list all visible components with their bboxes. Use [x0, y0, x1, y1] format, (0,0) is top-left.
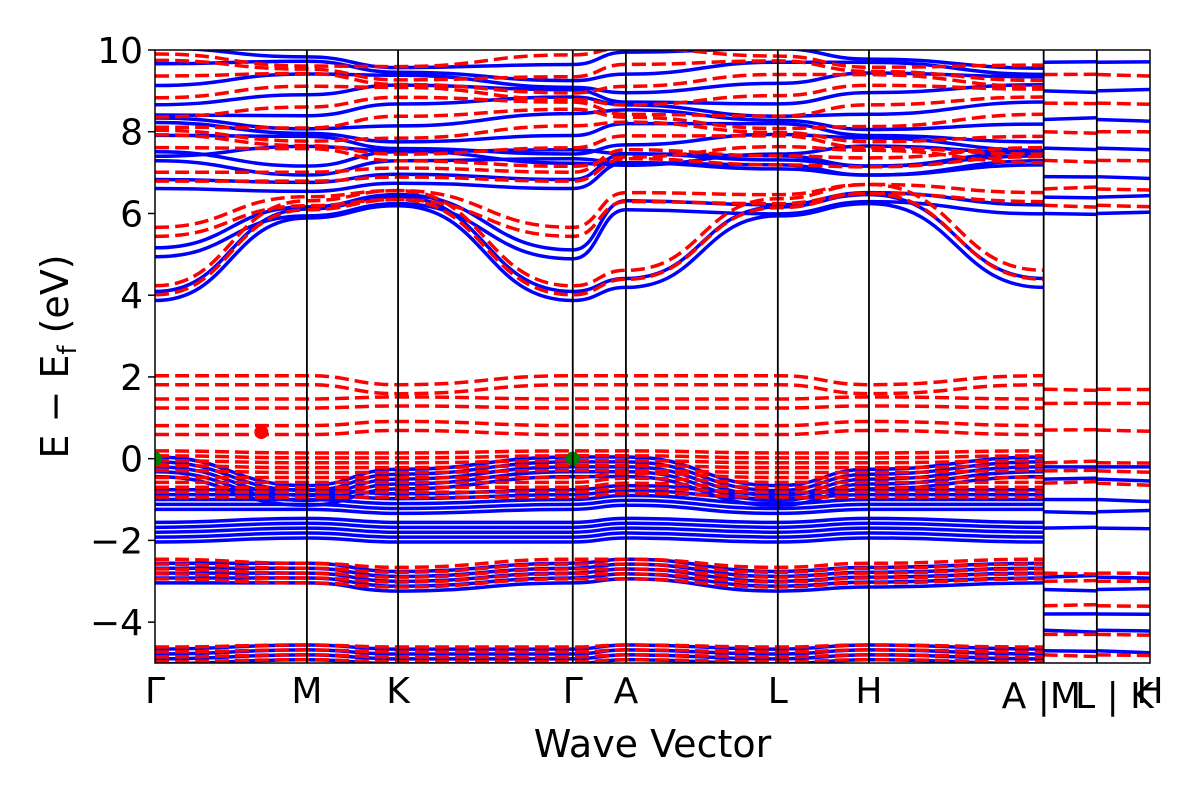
- x-tick-label: M: [291, 671, 322, 712]
- x-tick-label: L: [768, 671, 788, 712]
- spin-down-segment-band-line: [1097, 75, 1150, 77]
- spin-down-segment-band-line: [1044, 103, 1097, 104]
- spin-down-segment-band-line: [1044, 655, 1097, 657]
- spin-up-segment-band-line: [1097, 196, 1150, 197]
- spin-up-segment-band-line: [1044, 589, 1097, 590]
- x-axis: ΓMKΓALHA |ML | KH: [145, 671, 1164, 717]
- spin-down-segment-band-line: [1097, 471, 1150, 472]
- spin-down-segment-band-line: [1044, 573, 1097, 574]
- spin-down-segment-band-line: [1097, 655, 1150, 656]
- spin-down-gap2-line: [155, 406, 1044, 408]
- spin-up-segment-band-line: [1044, 197, 1097, 198]
- spin-down-segment-band-line: [1044, 389, 1097, 390]
- spin-up-segment-band-line: [1097, 89, 1150, 90]
- spin-up-segment-band-line: [1097, 479, 1150, 481]
- spin-up-segment-band-line: [1097, 577, 1150, 578]
- y-tick-label: 2: [120, 358, 143, 399]
- spin-down-segment-band-line: [1044, 605, 1097, 606]
- spin-down-gap2-line: [155, 397, 1044, 399]
- spin-up-segment-band-line: [1044, 478, 1097, 479]
- spin-down-gap1-line: [155, 385, 1044, 394]
- spin-up-segment-band-line: [1097, 651, 1150, 653]
- spin-up-segment-band-line: [1097, 528, 1150, 529]
- spin-up-vb2-line: [155, 505, 1044, 513]
- spin-up-segment-band-line: [1097, 500, 1150, 502]
- spin-down-segment-band-line: [1044, 132, 1097, 134]
- spin-down-segment-band-line: [1044, 482, 1097, 484]
- spin-down-segment-band-line: [1097, 634, 1150, 635]
- spin-up-segment-band-line: [1044, 118, 1097, 120]
- spin-up-vb5-line: [155, 665, 1044, 669]
- x-tick-label: K: [386, 671, 411, 712]
- y-tick-label: 6: [120, 194, 143, 235]
- x-tick-label: Γ: [145, 671, 165, 712]
- spin-down-segment-band-line: [1097, 205, 1150, 206]
- spin-up-segment-band-line: [1044, 91, 1097, 93]
- spin-up-segment-band-line: [1044, 630, 1097, 632]
- spin-up-vb3-line: [155, 538, 1044, 542]
- spin-down-vb4-line: [155, 665, 1044, 667]
- spin-up-segment-band-line: [1097, 589, 1150, 590]
- spin-up-segment-band-line: [1044, 213, 1097, 214]
- spin-down-segment-band-line: [1044, 187, 1097, 189]
- x-tick-label: Γ: [563, 671, 583, 712]
- spin-down-segment-band-line: [1044, 461, 1097, 463]
- spin-up-segment-band-line: [1097, 510, 1150, 511]
- spin-down-gap3-line: [155, 430, 1044, 434]
- spin-up-segment-band-line: [1097, 148, 1150, 150]
- spin-down-segment-band-line: [1044, 581, 1097, 582]
- spin-up-segment-band-line: [1097, 630, 1150, 631]
- y-tick-label: 0: [120, 440, 143, 481]
- x-tick-label: H: [855, 671, 882, 712]
- spin-down-vb1-line: [155, 451, 1044, 453]
- x-tick-label: A: [614, 671, 639, 712]
- spin-down-segment-band-line: [1044, 205, 1097, 207]
- spin-up-segment-band-line: [1044, 512, 1097, 513]
- spin-down-segment-band-line: [1097, 103, 1150, 104]
- y-tick-label: −4: [90, 603, 143, 644]
- spin-down-vb1-line: [155, 456, 1044, 458]
- y-axis-label: E − Ef (eV): [33, 254, 83, 458]
- plot-area: [148, 48, 1150, 669]
- spin-down-segment-band-line: [1097, 483, 1150, 485]
- spin-up-segment-band-line: [1097, 119, 1150, 121]
- y-axis: −4 −2 0 2 4 6 8 10: [90, 31, 155, 644]
- y-axis-label-main: E − E: [33, 355, 77, 459]
- spin-up-segment-band-line: [1044, 527, 1097, 528]
- spin-down-segment-band-line: [1097, 430, 1150, 431]
- y-axis-label-unit: (eV): [33, 254, 77, 345]
- spin-down-segment-band-line: [1044, 470, 1097, 471]
- x-tick-label: A |M: [1002, 676, 1081, 717]
- spin-down-gap3-line: [155, 421, 1044, 425]
- x-tick-label: H: [1136, 671, 1163, 712]
- spin-up-segment-band-line: [1044, 62, 1097, 63]
- spin-up-segment-band-line: [1044, 651, 1097, 652]
- spin-up-segment-band-line: [1097, 212, 1150, 213]
- spin-down-segment-band-line: [1097, 189, 1150, 190]
- spin-down-vb1-line: [155, 461, 1044, 463]
- cbm-marker: [254, 425, 268, 439]
- spin-up-segment-band-line: [1044, 148, 1097, 150]
- y-tick-label: 10: [97, 31, 143, 72]
- y-tick-label: −2: [90, 521, 143, 562]
- spin-down-segment-band-line: [1044, 160, 1097, 162]
- y-tick-label: 4: [120, 276, 143, 317]
- y-tick-label: 8: [120, 113, 143, 154]
- spin-up-segment-band-line: [1097, 177, 1150, 179]
- x-axis-label: Wave Vector: [534, 722, 772, 766]
